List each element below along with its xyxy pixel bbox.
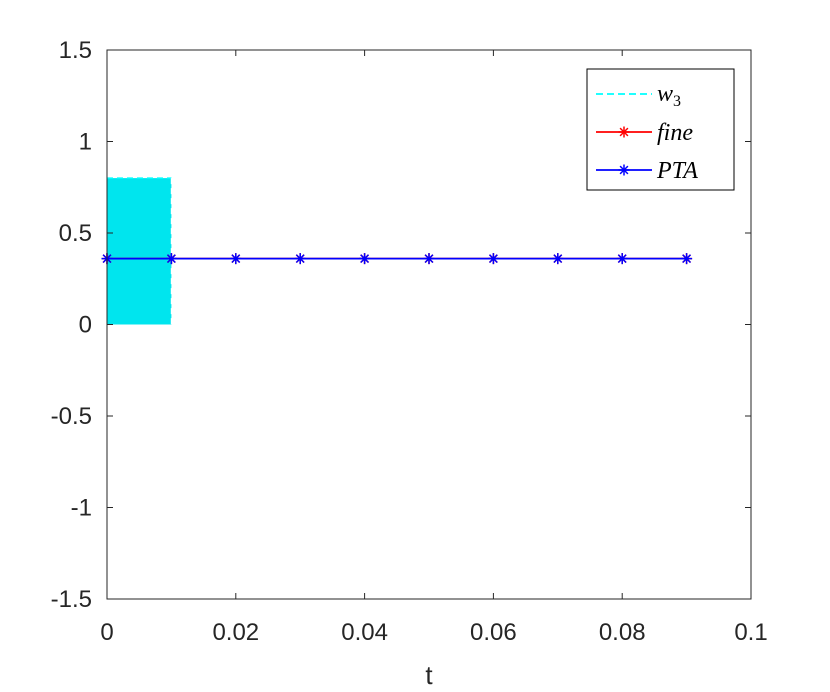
y-tick-label: -1.5 [51,586,92,613]
data-point-pta [230,253,242,265]
legend-marker-fine [618,126,630,138]
y-tick-label: -1 [71,495,92,522]
data-point-pta [552,253,564,265]
x-tick-label: 0.1 [734,619,767,646]
y-tick-label: 0 [79,312,92,339]
data-point-pta [423,253,435,265]
data-point-pta [681,253,693,265]
x-tick-label: 0 [100,619,113,646]
data-point-pta [487,253,499,265]
data-point-pta [294,253,306,265]
y-tick-label: 0.5 [59,220,92,247]
y-tick-label: 1 [79,129,92,156]
legend-label-w3: w3 [657,81,681,110]
w3-fill-area [107,178,172,325]
data-point-pta [165,253,177,265]
legend-label-pta: PTA [656,158,698,184]
ticks-layer: 0 0.02 0.04 0.06 0.08 0.1 -1.5 -1 -0.5 0 0.5 1 1.5 [51,37,768,646]
legend-marker-pta [618,164,630,176]
data-point-pta [616,253,628,265]
x-tick-label: 0.04 [341,619,388,646]
data-point-pta [359,253,371,265]
x-tick-label: 0.06 [470,619,517,646]
legend: w3 fine PTA [586,68,735,191]
x-tick-label: 0.02 [212,619,259,646]
w3-fill-layer [107,177,172,325]
x-axis-title: t [425,660,433,690]
y-tick-label: -0.5 [51,403,92,430]
legend-label-fine: fine [657,120,693,146]
x-tick-label: 0.08 [599,619,646,646]
y-tick-label: 1.5 [59,37,92,64]
series-layer [101,253,693,265]
